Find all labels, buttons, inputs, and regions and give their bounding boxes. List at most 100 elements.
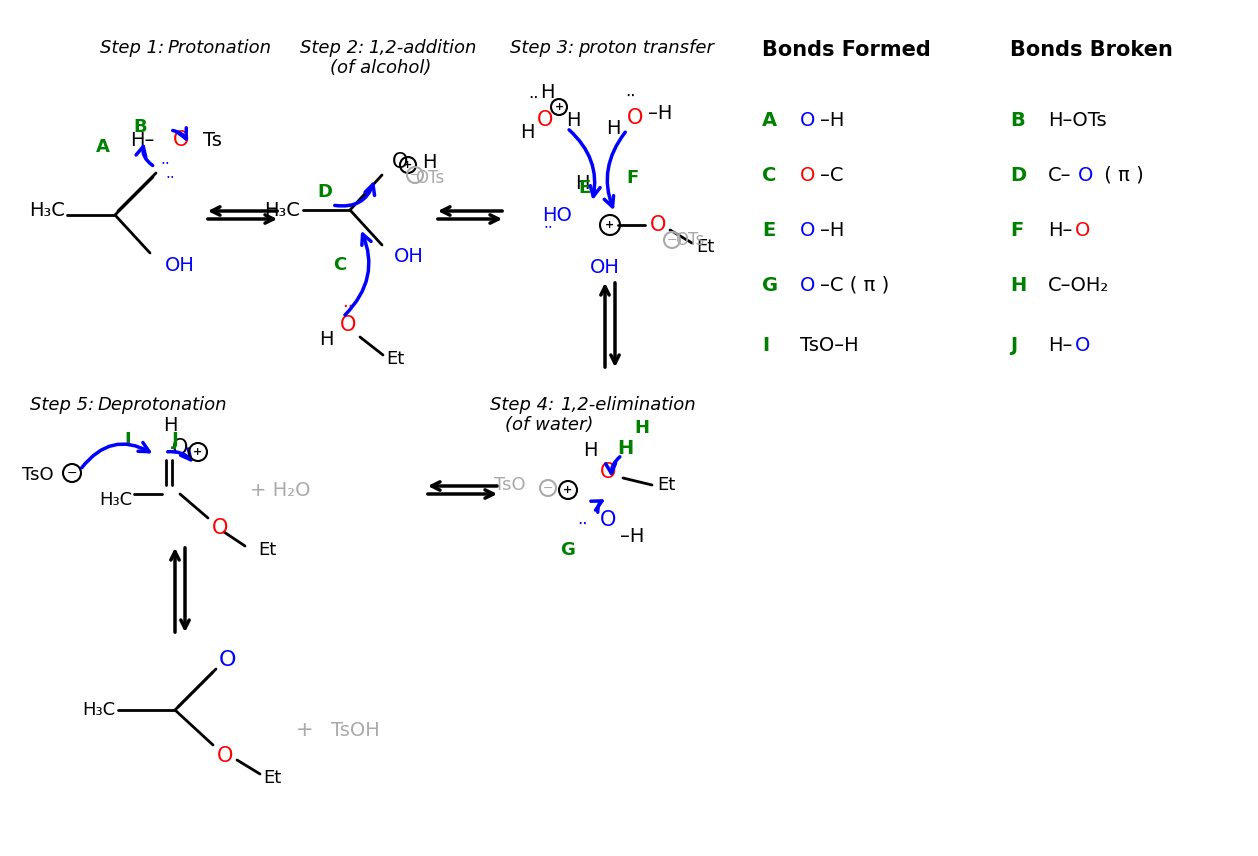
Text: −: − — [667, 234, 677, 247]
Text: A: A — [762, 110, 777, 129]
Text: +: + — [555, 102, 564, 112]
Text: H–: H– — [1048, 336, 1072, 354]
Text: F: F — [626, 169, 638, 187]
Text: O: O — [800, 221, 815, 240]
Text: Step 3:: Step 3: — [509, 39, 580, 57]
Text: H: H — [616, 438, 633, 457]
Text: O: O — [392, 152, 409, 172]
Text: Step 4:: Step 4: — [491, 396, 560, 414]
Text: –H: –H — [820, 110, 844, 129]
Text: B: B — [133, 118, 147, 136]
Text: H: H — [162, 415, 177, 435]
Text: Step 2:: Step 2: — [299, 39, 370, 57]
Text: C: C — [762, 165, 776, 185]
Text: O: O — [800, 110, 815, 129]
Text: H: H — [540, 82, 555, 102]
Text: G: G — [762, 276, 779, 294]
Text: Step 5:: Step 5: — [30, 396, 99, 414]
Text: Et: Et — [657, 476, 676, 494]
Text: –H: –H — [820, 221, 844, 240]
Text: O: O — [1076, 221, 1091, 240]
Text: OH: OH — [165, 255, 195, 275]
Text: I: I — [125, 431, 131, 449]
Text: H: H — [1010, 276, 1027, 294]
Text: O: O — [340, 315, 356, 335]
Text: O: O — [174, 130, 190, 150]
Text: H: H — [566, 110, 580, 129]
Text: Et: Et — [386, 350, 404, 368]
Text: O: O — [218, 650, 235, 670]
Text: ⋅⋅: ⋅⋅ — [625, 87, 635, 105]
Text: +: + — [564, 485, 572, 495]
Text: D: D — [1010, 165, 1027, 185]
Text: ( π ): ( π ) — [1098, 165, 1144, 185]
Text: O: O — [213, 518, 229, 538]
Text: +: + — [194, 447, 203, 457]
Text: proton transfer: proton transfer — [577, 39, 713, 57]
Text: Et: Et — [258, 541, 277, 559]
Text: Step 1:: Step 1: — [99, 39, 170, 57]
Text: (of water): (of water) — [504, 416, 594, 434]
Text: O: O — [600, 462, 616, 482]
Text: TsOH: TsOH — [331, 721, 380, 740]
Text: –H: –H — [620, 526, 644, 545]
Text: H: H — [421, 152, 437, 171]
Text: +: + — [404, 160, 413, 170]
Text: H: H — [582, 441, 598, 460]
Text: 1,2-elimination: 1,2-elimination — [560, 396, 696, 414]
Text: O: O — [800, 276, 815, 294]
Text: Et: Et — [696, 238, 715, 256]
Text: J: J — [171, 431, 179, 449]
Text: Et: Et — [263, 769, 281, 787]
Text: OTs: OTs — [676, 231, 704, 249]
Text: F: F — [1010, 221, 1023, 240]
Text: H–: H– — [1048, 221, 1072, 240]
Text: OTs: OTs — [415, 169, 444, 187]
Text: D: D — [317, 183, 332, 201]
Text: E: E — [762, 221, 775, 240]
Text: H₃C: H₃C — [99, 491, 132, 509]
Text: Ts: Ts — [203, 130, 221, 150]
Text: H: H — [606, 118, 620, 138]
Text: −: − — [542, 482, 554, 495]
Text: (of alcohol): (of alcohol) — [330, 59, 431, 77]
Text: O: O — [600, 510, 616, 530]
Text: ⋅⋅: ⋅⋅ — [160, 156, 170, 170]
Text: Deprotonation: Deprotonation — [98, 396, 228, 414]
Text: G: G — [561, 541, 575, 559]
Text: +: + — [296, 720, 313, 740]
Text: TsO–H: TsO–H — [800, 336, 859, 354]
Text: HO: HO — [542, 205, 572, 224]
Text: + H₂O: + H₂O — [250, 480, 311, 500]
Text: Bonds Formed: Bonds Formed — [762, 40, 931, 60]
Text: –H: –H — [648, 104, 672, 122]
Text: O: O — [216, 746, 233, 766]
Text: O: O — [800, 165, 815, 185]
Text: –C ( π ): –C ( π ) — [820, 276, 889, 294]
Text: O: O — [626, 108, 643, 128]
Text: 1,2-addition: 1,2-addition — [369, 39, 477, 57]
Text: ⋅⋅: ⋅⋅ — [543, 219, 552, 235]
Text: H: H — [520, 122, 535, 141]
Text: H₃C: H₃C — [82, 701, 114, 719]
Text: H: H — [634, 419, 649, 437]
Text: O: O — [1076, 336, 1091, 354]
Text: OH: OH — [590, 258, 620, 276]
Text: O: O — [172, 438, 189, 458]
Text: H₃C: H₃C — [29, 200, 65, 219]
Text: O: O — [537, 110, 554, 130]
Text: A: A — [96, 138, 109, 156]
Text: Bonds Broken: Bonds Broken — [1010, 40, 1172, 60]
Text: TsO: TsO — [23, 466, 54, 484]
Text: ⋅⋅: ⋅⋅ — [342, 298, 353, 316]
Text: H–OTs: H–OTs — [1048, 110, 1107, 129]
Text: C–OH₂: C–OH₂ — [1048, 276, 1110, 294]
Text: ⋅⋅: ⋅⋅ — [576, 515, 587, 533]
Text: C–: C– — [1048, 165, 1072, 185]
Text: O: O — [1078, 165, 1093, 185]
Text: –C: –C — [820, 165, 844, 185]
Text: B: B — [1010, 110, 1025, 129]
Text: TsO: TsO — [494, 476, 526, 494]
Text: H₃C: H₃C — [264, 200, 299, 219]
Text: ⋅⋅: ⋅⋅ — [528, 89, 538, 107]
